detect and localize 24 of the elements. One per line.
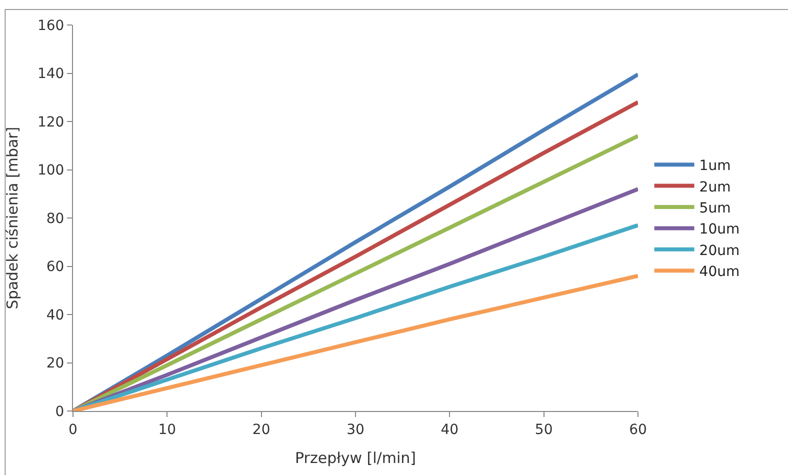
y-tick-label: 160 <box>37 18 64 34</box>
y-tick-label: 0 <box>55 404 64 420</box>
y-tick-label: 140 <box>37 66 64 82</box>
legend-label: 20um <box>699 242 740 259</box>
y-tick-label: 120 <box>37 114 64 130</box>
x-tick-label: 40 <box>440 422 459 438</box>
y-tick-label: 20 <box>46 356 64 372</box>
y-tick-label: 60 <box>46 259 64 276</box>
x-tick-label: 10 <box>158 422 176 438</box>
x-tick-label: 20 <box>252 422 270 438</box>
y-tick-label: 100 <box>37 162 64 179</box>
y-tick-label: 40 <box>46 307 64 324</box>
legend-label: 5um <box>699 200 731 216</box>
x-tick-label: 30 <box>346 422 364 438</box>
legend-label: 10um <box>699 222 740 238</box>
x-axis-title: Przepływ [l/min] <box>295 448 416 467</box>
x-tick-label: 60 <box>629 422 647 438</box>
x-tick-label: 50 <box>534 422 553 438</box>
y-tick-label: 80 <box>46 210 64 227</box>
legend-label: 40um <box>699 264 740 280</box>
legend-label: 2um <box>699 179 731 196</box>
legend-label: 1um <box>699 158 731 174</box>
x-tick-label: 0 <box>68 422 78 438</box>
y-axis-title: Spadek ciśnienia [mbar] <box>4 126 22 310</box>
